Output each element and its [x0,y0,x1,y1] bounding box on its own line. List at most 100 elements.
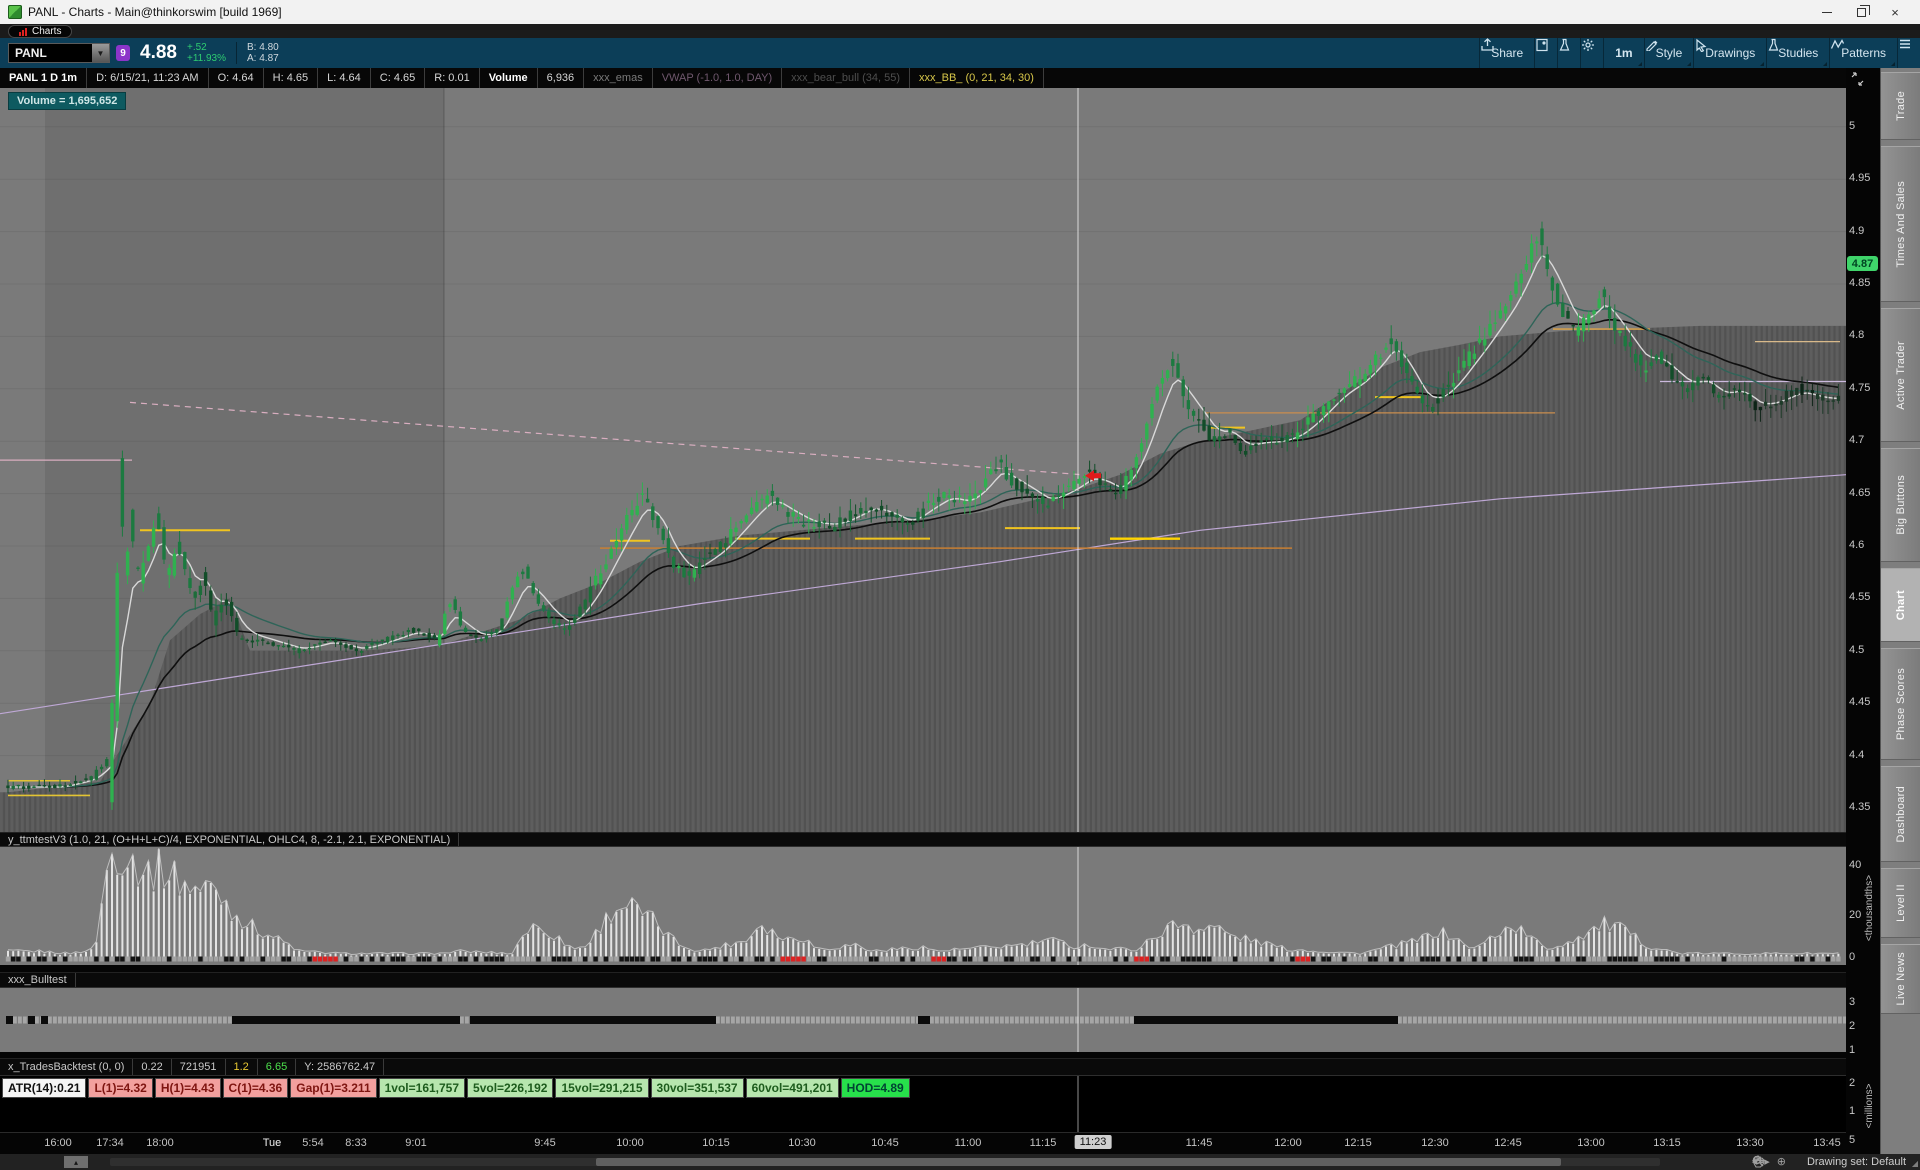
sidebar-tab-times-and-sales[interactable]: Times And Sales [1881,146,1920,302]
chart-header-segment[interactable]: H: 4.65 [264,68,319,88]
sidebar-tab-live-news[interactable]: Live News [1881,944,1920,1014]
time-axis[interactable]: 16:00 17:34 18:00 Tue 5:54 8:33 9:01 9:45 10:00 1… [0,1132,1846,1154]
trades-backtest-segment[interactable]: x_TradesBacktest (0, 0) [0,1059,134,1075]
report-button[interactable] [1534,38,1557,68]
chart-header-segment[interactable]: 6,936 [538,68,585,88]
collapse-panel-button[interactable]: ▴ [64,1156,88,1168]
chart-header-segment[interactable]: xxx_emas [584,68,653,88]
resize-corner[interactable]: ◢ [1911,1159,1918,1168]
restore-button[interactable] [1844,3,1878,21]
sidebar-gadget-tabs: Trade Times And Sales Active Trader Big But… [1880,68,1920,1154]
settings-button[interactable] [1580,38,1603,68]
chart-header-segment[interactable]: L: 4.64 [318,68,371,88]
toolbar-menu-button[interactable] [1897,38,1920,68]
scroll-left-icon[interactable]: ◂ [1751,1155,1758,1168]
close-button[interactable]: × [1891,4,1899,20]
study-axis-label: 1 [1849,1044,1856,1056]
share-button[interactable]: Share [1479,38,1534,68]
analyze-button[interactable] [1557,38,1580,68]
sidebar-tab-phase-scores[interactable]: Phase Scores [1881,648,1920,760]
study-axis-label: 2 [1849,1020,1856,1032]
pane-divider[interactable] [0,1052,1846,1058]
style-button[interactable]: Style [1643,38,1694,68]
studies-button[interactable]: Studies [1766,38,1829,68]
pane-divider[interactable] [0,965,1846,972]
trades-backtest-segment[interactable]: Y: 2586762.47 [296,1059,385,1075]
bulltest-study-label[interactable]: xxx_Bulltest [0,973,76,987]
stat-chip: L(1)=4.32 [88,1078,153,1098]
chart-header-segment[interactable]: xxx_BB_ (0, 21, 34, 30) [910,68,1044,88]
price-axis-label: 4.85 [1849,277,1871,289]
share-icon [1481,38,1494,51]
symbol-dropdown-button[interactable]: ▼ [92,44,109,62]
window-title: PANL - Charts - Main@thinkorswim [build … [28,5,282,19]
minimize-button[interactable] [1810,3,1844,21]
symbol-value: PANL [15,46,47,60]
stat-chip: 30vol=351,537 [650,1078,744,1098]
volume-summary-chip: Volume = 1,695,652 [8,92,127,110]
sidebar-tab-trade[interactable]: Trade [1881,72,1920,140]
trades-backtest-segment[interactable]: 721951 [172,1059,226,1075]
pan-hand-icon[interactable] [1752,1155,1764,1168]
price-axis-label: 4.5 [1849,643,1865,656]
price-axis-label: 4.55 [1849,591,1871,604]
time-tick: 13:30 [1736,1137,1764,1149]
time-tick: 12:15 [1344,1137,1372,1149]
zoom-reset-icon[interactable]: ⊕ [1776,1155,1786,1168]
price-chart-pane[interactable]: Volume = 1,695,652 [0,88,1846,832]
title-bar: PANL - Charts - Main@thinkorswim [build … [0,0,1920,24]
workspace-tab-row: Charts [0,24,1920,38]
chart-header-segment[interactable]: VWAP (-1.0, 1.0, DAY) [653,68,783,88]
time-tick: Tue [262,1137,282,1149]
chart-scrollbar[interactable] [110,1158,1660,1166]
tab-charts[interactable]: Charts [8,25,73,38]
scroll-right-icon[interactable]: ▸ [1764,1155,1770,1168]
drawing-set-status[interactable]: Drawing set: Default [1806,1156,1906,1168]
link-channel-badge[interactable]: 9 [116,45,130,61]
time-tick: 8:33 [345,1137,367,1149]
price-axis-label: 4.6 [1849,539,1865,551]
sidebar-tab-level-ii[interactable]: Level II [1881,868,1920,938]
chart-header-segment[interactable]: Volume [480,68,538,88]
sidebar-tab-big-buttons[interactable]: Big Buttons [1881,448,1920,562]
time-tick: 13:00 [1577,1137,1605,1149]
scrollbar-thumb[interactable] [596,1158,1561,1166]
chart-header-segment[interactable]: C: 4.65 [371,68,426,88]
time-tick-highlighted: 11:23 [1074,1135,1112,1149]
trades-backtest-segment[interactable]: 1.2 [226,1059,258,1075]
tab-charts-label: Charts [32,26,62,37]
price-axis[interactable]: 5 4.95 4.9 4.85 4.8 4.75 4.7 4.65 4.6 4.55 4.5 4.45… [1846,68,1880,1154]
chart-header-segment[interactable]: PANL 1 D 1m [0,68,88,88]
bulltest-canvas [0,988,1846,1052]
sidebar-tab-dashboard[interactable]: Dashboard [1881,766,1920,862]
chart-status-header: PANL 1 D 1m D: 6/15/21, 11:23 AM O: 4.64 H:… [0,68,1846,88]
volume-study-pane[interactable] [0,847,1846,965]
maximize-icon[interactable] [1850,72,1866,86]
trades-backtest-pane[interactable]: ATR(14):0.21 L(1)=4.32 H(1)=4.43 C(1)=4.36 G… [0,1076,1846,1132]
sidebar-tab-chart[interactable]: Chart [1881,568,1920,642]
chart-header-segment[interactable]: D: 6/15/21, 11:23 AM [87,68,209,88]
time-tick: 9:01 [405,1137,427,1149]
study-axis-label: 20 [1849,909,1862,921]
bulltest-study-pane[interactable] [0,988,1846,1052]
price-axis-label: 4.95 [1849,172,1871,185]
sidebar-tab-active-trader[interactable]: Active Trader [1881,308,1920,442]
trades-backtest-segment[interactable]: 0.22 [133,1059,172,1075]
price-axis-label: 4.45 [1849,696,1871,709]
app-icon [8,5,22,19]
patterns-button[interactable]: Patterns [1829,38,1897,68]
menu-icon [1900,39,1910,49]
bid-ask: B: 4.80 A: 4.87 [236,42,279,64]
axis-units-label: <thousandths> [1864,874,1875,942]
chart-header-segment[interactable]: xxx_bear_bull (34, 55) [782,68,910,88]
time-tick: 12:00 [1274,1137,1302,1149]
trades-backtest-segment[interactable]: 6.65 [258,1059,297,1075]
ttm-study-label[interactable]: y_ttmtestV3 (1.0, 21, (O+H+L+C)/4, EXPON… [0,833,460,846]
chart-header-segment[interactable]: O: 4.64 [209,68,264,88]
drawings-button[interactable]: Drawings [1693,38,1766,68]
last-price: 4.88 [140,42,177,63]
interval-button[interactable]: 1m [1603,38,1643,68]
chart-header-segment[interactable]: R: 0.01 [425,68,480,88]
symbol-input[interactable]: PANL ▼ [8,43,110,63]
studies-flask-icon [1768,38,1779,51]
